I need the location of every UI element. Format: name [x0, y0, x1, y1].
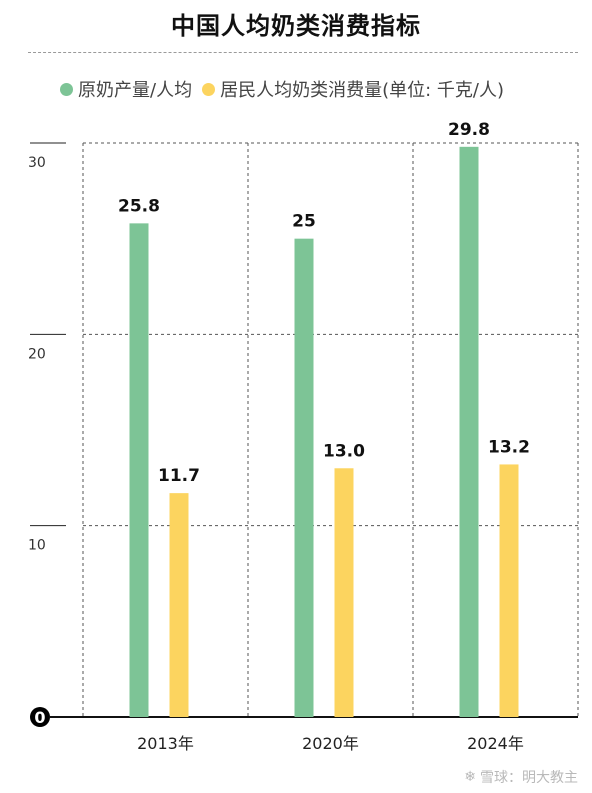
legend-swatch-raw-milk — [60, 82, 73, 96]
watermark: ❄ 雪球：明大教主 — [464, 767, 578, 787]
legend-label-raw-milk: 原奶产量/人均 — [78, 80, 193, 101]
legend-item-consumption: 居民人均奶类消费量(单位: 千克/人) — [202, 76, 504, 102]
y-tick-label: 0 — [34, 708, 45, 727]
watermark-text: 雪球：明大教主 — [480, 770, 578, 786]
bar-consumption — [169, 493, 189, 717]
y-tick-label: 10 — [28, 538, 46, 554]
chart-title: 中国人均奶类消费指标 — [171, 12, 421, 40]
data-label: 25.8 — [118, 196, 160, 216]
legend-swatch-consumption — [202, 82, 216, 96]
bar-raw-milk — [459, 146, 479, 717]
data-label: 11.7 — [158, 466, 200, 486]
legend-item-raw-milk: 原奶产量/人均 — [60, 76, 192, 102]
y-tick-label: 20 — [28, 346, 46, 362]
bar-raw-milk — [129, 223, 149, 718]
data-label: 13.0 — [323, 441, 365, 461]
zero-badge — [30, 707, 50, 727]
legend: 原奶产量/人均 居民人均奶类消费量(单位: 千克/人) — [60, 76, 514, 102]
snowball-logo-icon: ❄ — [464, 769, 476, 785]
bar-raw-milk — [294, 238, 314, 717]
data-label: 25 — [292, 212, 316, 232]
bar-consumption — [499, 464, 519, 717]
data-label: 29.8 — [448, 120, 490, 140]
bar-consumption — [334, 468, 354, 717]
x-tick-label: 2024年 — [467, 734, 524, 753]
x-tick-label: 2013年 — [137, 734, 194, 753]
data-label: 13.2 — [488, 437, 530, 457]
legend-label-consumption: 居民人均奶类消费量(单位: 千克/人) — [220, 80, 504, 101]
title-divider — [28, 52, 578, 53]
x-tick-label: 2020年 — [302, 734, 359, 753]
y-tick-label: 30 — [28, 155, 46, 171]
